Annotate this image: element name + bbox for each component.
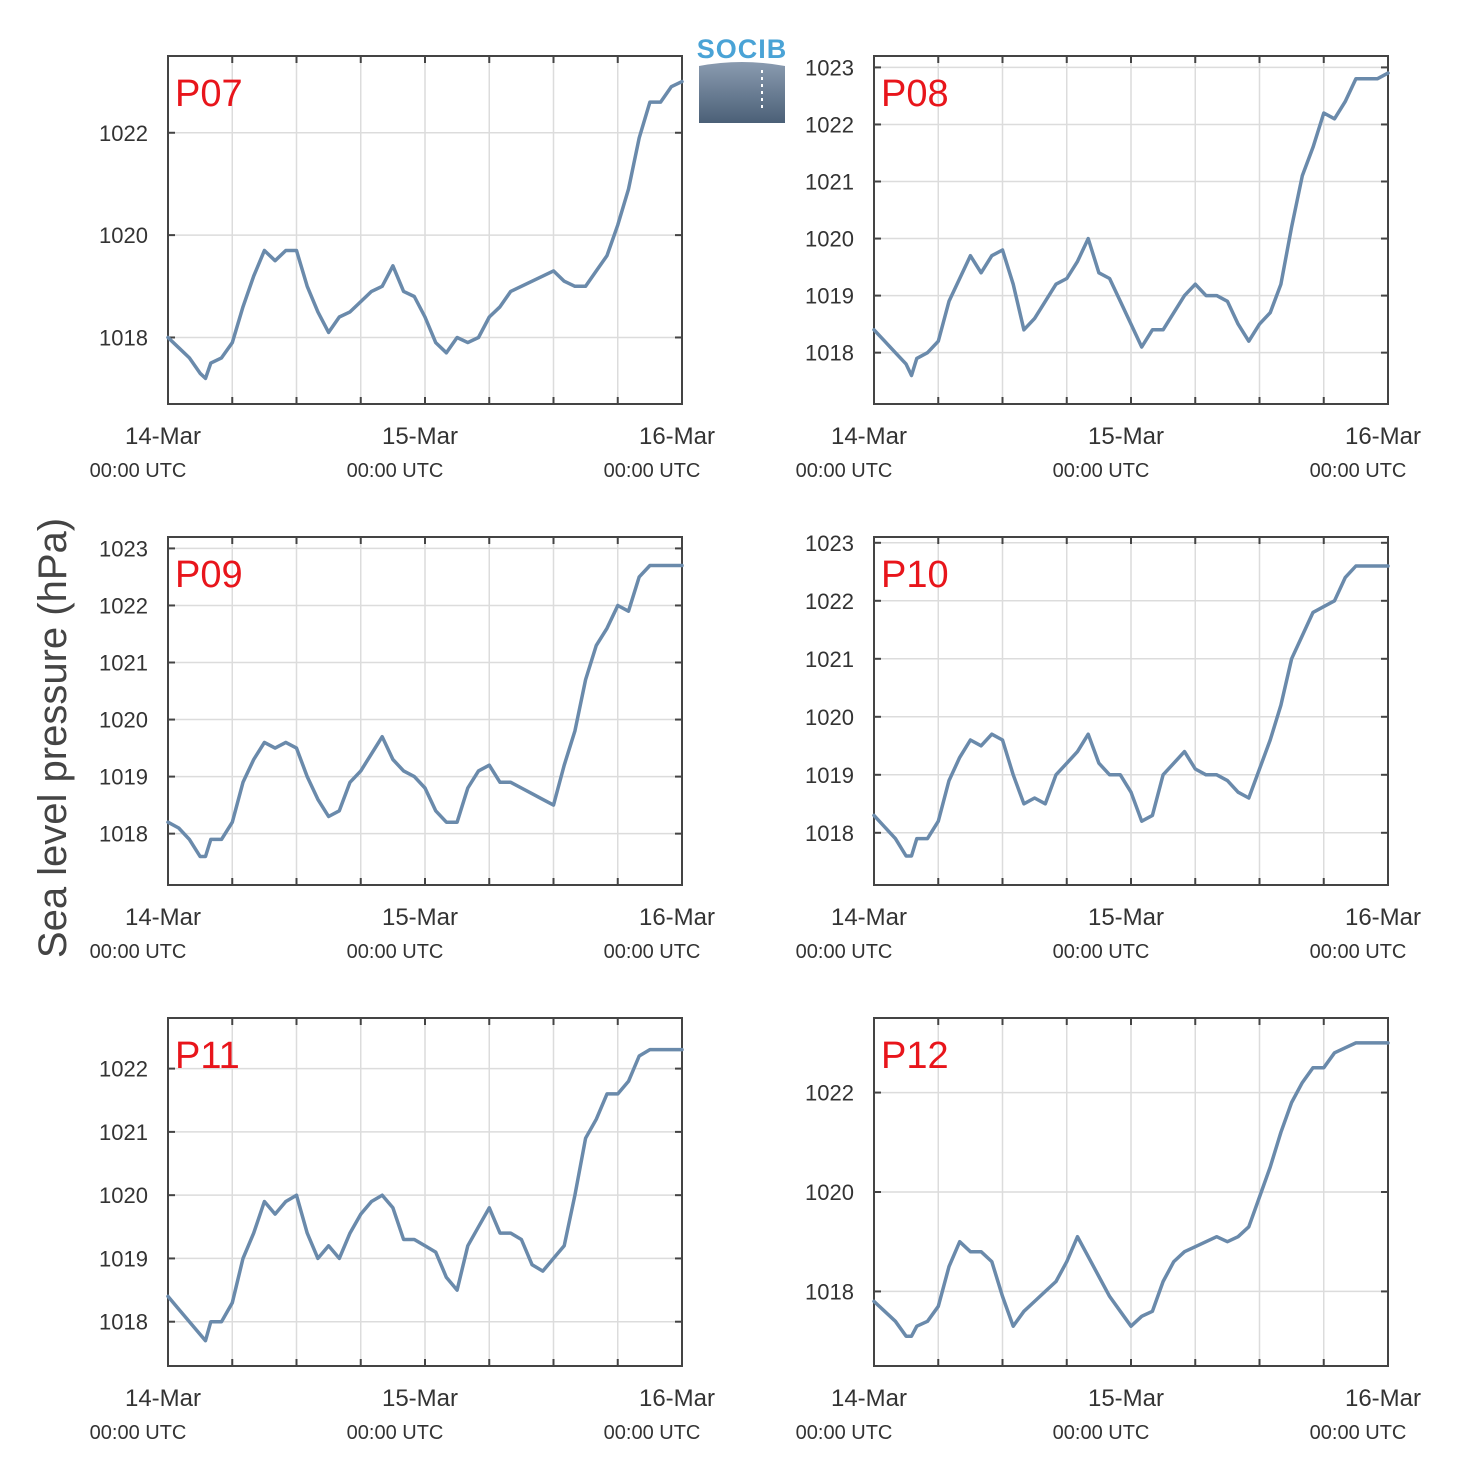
- y-tick-label: 1018: [99, 822, 148, 847]
- y-tick-label: 1022: [805, 589, 854, 614]
- y-tick-label: 1018: [805, 1279, 854, 1304]
- y-tick-label: 1018: [805, 821, 854, 846]
- x-tick-label-time: 00:00 UTC: [90, 941, 187, 963]
- x-tick-label-date: 14-Mar: [831, 904, 907, 931]
- panel-p08: 1018 1019 1020 1021 1022 1023 14-Mar 00:00 UTC 1…: [796, 55, 1421, 482]
- y-tick-label: 1023: [805, 531, 854, 556]
- x-tick-label-time: 00:00 UTC: [1053, 1422, 1150, 1444]
- panel-label: P08: [881, 73, 949, 115]
- x-tick-label-time: 00:00 UTC: [1310, 941, 1407, 963]
- x-tick-label-time: 00:00 UTC: [1310, 1422, 1407, 1444]
- x-tick-label-time: 00:00 UTC: [1053, 941, 1150, 963]
- x-tick-label-date: 15-Mar: [382, 904, 458, 931]
- y-tick-label: 1019: [805, 284, 854, 309]
- y-axis-label: Sea level pressure (hPa): [31, 518, 75, 958]
- x-tick-label-time: 00:00 UTC: [604, 1422, 701, 1444]
- panels: 1018 1020 1022 14-Mar 00:00 UTC 15-Mar 00:00 U…: [90, 55, 1421, 1444]
- x-tick-label-time: 00:00 UTC: [796, 941, 893, 963]
- y-tick-label: 1018: [99, 325, 148, 350]
- y-tick-label: 1019: [99, 765, 148, 790]
- panel-label: P12: [881, 1035, 949, 1077]
- y-tick-label: 1021: [805, 170, 854, 195]
- y-tick-label: 1018: [99, 1310, 148, 1335]
- x-tick-label-date: 16-Mar: [1345, 423, 1421, 450]
- x-tick-label-date: 15-Mar: [1088, 1385, 1164, 1412]
- x-tick-label-date: 16-Mar: [1345, 904, 1421, 931]
- x-tick-label-date: 16-Mar: [1345, 1385, 1421, 1412]
- x-tick-label-date: 16-Mar: [639, 1385, 715, 1412]
- panel-label: P09: [175, 554, 243, 596]
- x-tick-label-time: 00:00 UTC: [347, 941, 444, 963]
- panel-p07: 1018 1020 1022 14-Mar 00:00 UTC 15-Mar 00:00 U…: [90, 55, 715, 482]
- panel-label: P07: [175, 73, 243, 115]
- x-tick-label-date: 14-Mar: [125, 1385, 201, 1412]
- panel-p10: 1018 1019 1020 1021 1022 1023 14-Mar 00:00 UTC 1…: [796, 531, 1421, 963]
- x-tick-label-time: 00:00 UTC: [90, 1422, 187, 1444]
- x-tick-label-date: 15-Mar: [1088, 423, 1164, 450]
- y-tick-label: 1022: [99, 121, 148, 146]
- x-tick-label-time: 00:00 UTC: [90, 460, 187, 482]
- y-tick-label: 1020: [805, 1180, 854, 1205]
- y-tick-label: 1019: [805, 763, 854, 788]
- x-tick-label-time: 00:00 UTC: [347, 1422, 444, 1444]
- pressure-series-line: [872, 71, 1390, 378]
- x-tick-label-time: 00:00 UTC: [1053, 460, 1150, 482]
- pressure-series-line: [166, 1047, 684, 1343]
- y-tick-label: 1019: [99, 1246, 148, 1271]
- pressure-series-line: [872, 1041, 1390, 1338]
- x-tick-label-time: 00:00 UTC: [347, 460, 444, 482]
- x-tick-label-date: 16-Mar: [639, 423, 715, 450]
- y-tick-label: 1020: [99, 223, 148, 248]
- x-tick-label-date: 15-Mar: [382, 1385, 458, 1412]
- y-tick-label: 1020: [99, 708, 148, 733]
- y-tick-label: 1021: [805, 647, 854, 672]
- y-tick-label: 1023: [805, 55, 854, 80]
- pressure-series-line: [166, 79, 684, 381]
- y-tick-label: 1022: [99, 1057, 148, 1082]
- x-tick-label-date: 14-Mar: [831, 1385, 907, 1412]
- x-tick-label-date: 15-Mar: [382, 423, 458, 450]
- x-tick-label-date: 16-Mar: [639, 904, 715, 931]
- panel-p11: 1018 1019 1020 1021 1022 14-Mar 00:00 UTC 15-Ma…: [90, 1017, 715, 1444]
- y-tick-label: 1020: [805, 705, 854, 730]
- logo-text: SOCIB: [697, 34, 788, 64]
- x-tick-label-time: 00:00 UTC: [604, 941, 701, 963]
- y-tick-label: 1023: [99, 536, 148, 561]
- x-tick-label-time: 00:00 UTC: [796, 1422, 893, 1444]
- panel-label: P11: [175, 1035, 240, 1077]
- pressure-series-line: [166, 563, 684, 859]
- x-tick-label-date: 14-Mar: [831, 423, 907, 450]
- panel-label: P10: [881, 554, 949, 596]
- x-tick-label-time: 00:00 UTC: [796, 460, 893, 482]
- x-tick-label-date: 14-Mar: [125, 423, 201, 450]
- panel-p09: 1018 1019 1020 1021 1022 1023 14-Mar 00:00 UTC 1…: [90, 536, 715, 963]
- x-tick-label-date: 14-Mar: [125, 904, 201, 931]
- x-tick-label-time: 00:00 UTC: [1310, 460, 1407, 482]
- y-tick-label: 1021: [99, 1120, 148, 1145]
- y-tick-label: 1020: [99, 1183, 148, 1208]
- x-tick-label-time: 00:00 UTC: [604, 460, 701, 482]
- y-tick-label: 1022: [805, 112, 854, 137]
- panel-p12: 1018 1020 1022 14-Mar 00:00 UTC 15-Mar 00:00 U…: [796, 1017, 1421, 1444]
- pressure-series-line: [872, 564, 1390, 858]
- socib-logo: SOCIB: [697, 34, 788, 123]
- y-tick-label: 1020: [805, 227, 854, 252]
- x-tick-label-date: 15-Mar: [1088, 904, 1164, 931]
- y-tick-label: 1022: [99, 593, 148, 618]
- y-tick-label: 1021: [99, 651, 148, 676]
- y-tick-label: 1018: [805, 341, 854, 366]
- y-tick-label: 1022: [805, 1081, 854, 1106]
